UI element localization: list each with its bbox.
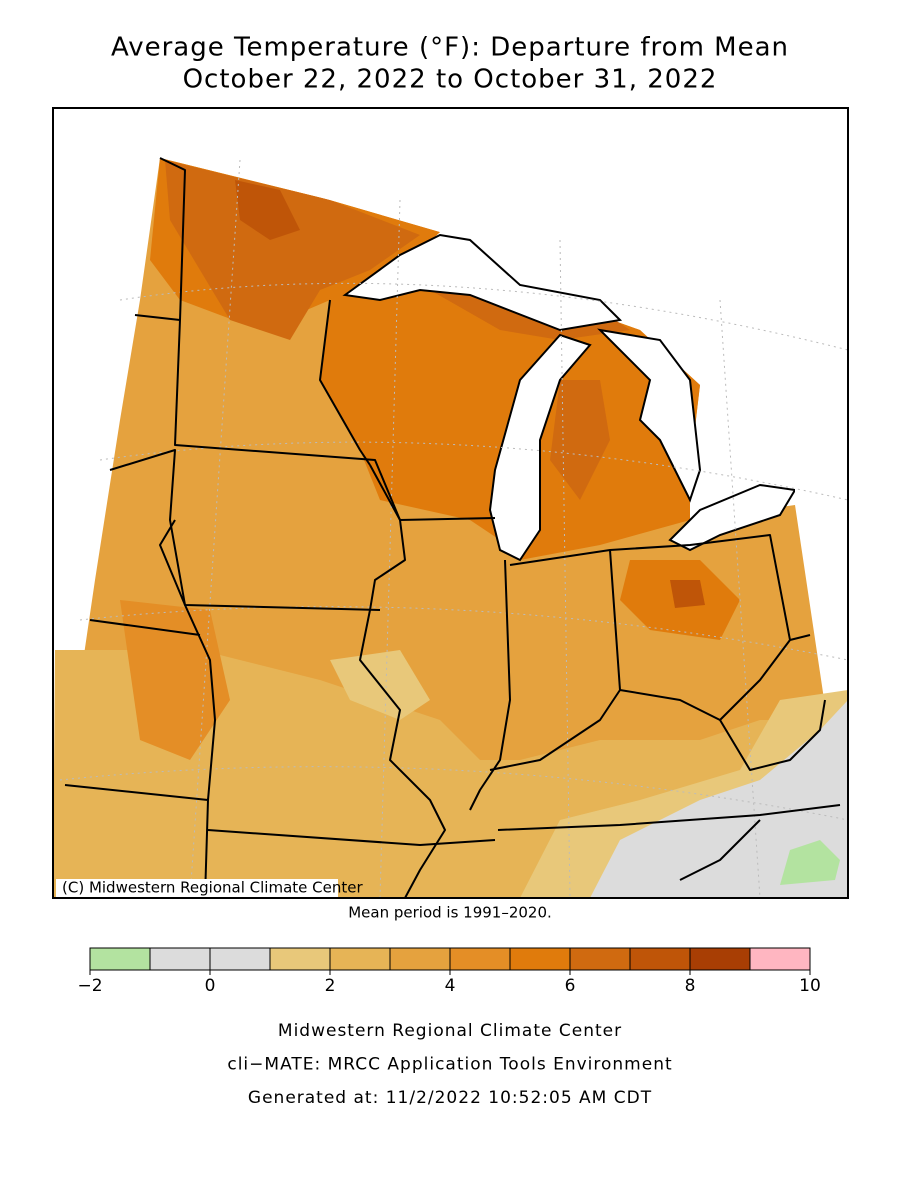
legend-swatch <box>89 947 151 971</box>
subtitle: October 22, 2022 to October 31, 2022 <box>183 65 718 95</box>
color-legend: −2 0 2 4 6 8 10 <box>77 947 821 996</box>
legend-tick-label: 8 <box>685 976 696 996</box>
map-credit: (C) Midwestern Regional Climate Center <box>62 879 363 897</box>
mean-period: Mean period is 1991–2020. <box>348 904 552 922</box>
legend-swatch <box>629 947 691 971</box>
legend-swatch <box>689 947 751 971</box>
footer-line: cli−MATE: MRCC Application Tools Environ… <box>227 1055 672 1075</box>
legend-swatch <box>749 947 811 971</box>
legend-tick-label: 0 <box>205 976 216 996</box>
legend-swatch <box>509 947 571 971</box>
legend-tick-label: 4 <box>445 976 456 996</box>
legend-swatch <box>569 947 631 971</box>
legend-swatch <box>329 947 391 971</box>
legend-swatch <box>209 947 271 971</box>
legend-swatch <box>149 947 211 971</box>
footer-line: Midwestern Regional Climate Center <box>278 1021 622 1041</box>
title: Average Temperature (°F): Departure from… <box>111 33 789 63</box>
legend-swatch <box>389 947 451 971</box>
legend-tick-label: 10 <box>799 976 821 996</box>
footer-line: Generated at: 11/2/2022 10:52:05 AM CDT <box>248 1088 652 1108</box>
legend-tick-label: 6 <box>565 976 576 996</box>
footer: Midwestern Regional Climate Center cli−MA… <box>227 1021 672 1108</box>
legend-swatch <box>449 947 511 971</box>
legend-tick-label: 2 <box>325 976 336 996</box>
map: (C) Midwestern Regional Climate Center <box>52 107 849 899</box>
legend-tick-label: −2 <box>77 976 102 996</box>
legend-swatch <box>269 947 331 971</box>
